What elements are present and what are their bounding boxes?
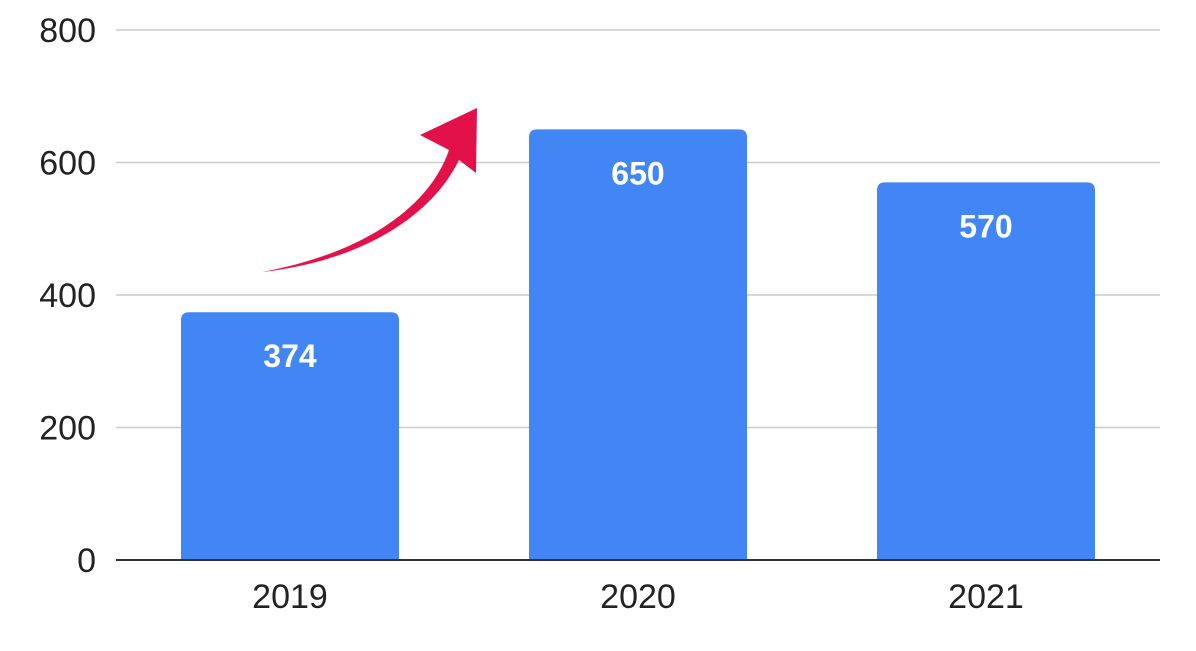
y-axis-ticks: 0 200 400 600 800 [39,12,96,580]
bar-2021 [877,182,1095,560]
x-tick-label: 2020 [600,578,676,616]
data-label-2021: 570 [959,208,1012,244]
y-tick-label: 400 [39,277,96,315]
y-tick-label: 600 [39,145,96,183]
y-tick-label: 200 [39,410,96,448]
x-axis-labels: 2019 2020 2021 [252,578,1024,616]
y-tick-label: 0 [77,542,96,580]
trend-up-arrow-icon [262,108,477,272]
data-label-2020: 650 [611,155,664,191]
bar-2019 [181,312,399,560]
trend-up-arrow-shape [262,108,477,272]
x-tick-label: 2021 [948,578,1024,616]
bar-2020 [529,129,747,560]
bars: 374 650 570 [181,129,1095,560]
y-tick-label: 800 [39,12,96,50]
data-label-2019: 374 [263,338,317,374]
x-tick-label: 2019 [252,578,328,616]
